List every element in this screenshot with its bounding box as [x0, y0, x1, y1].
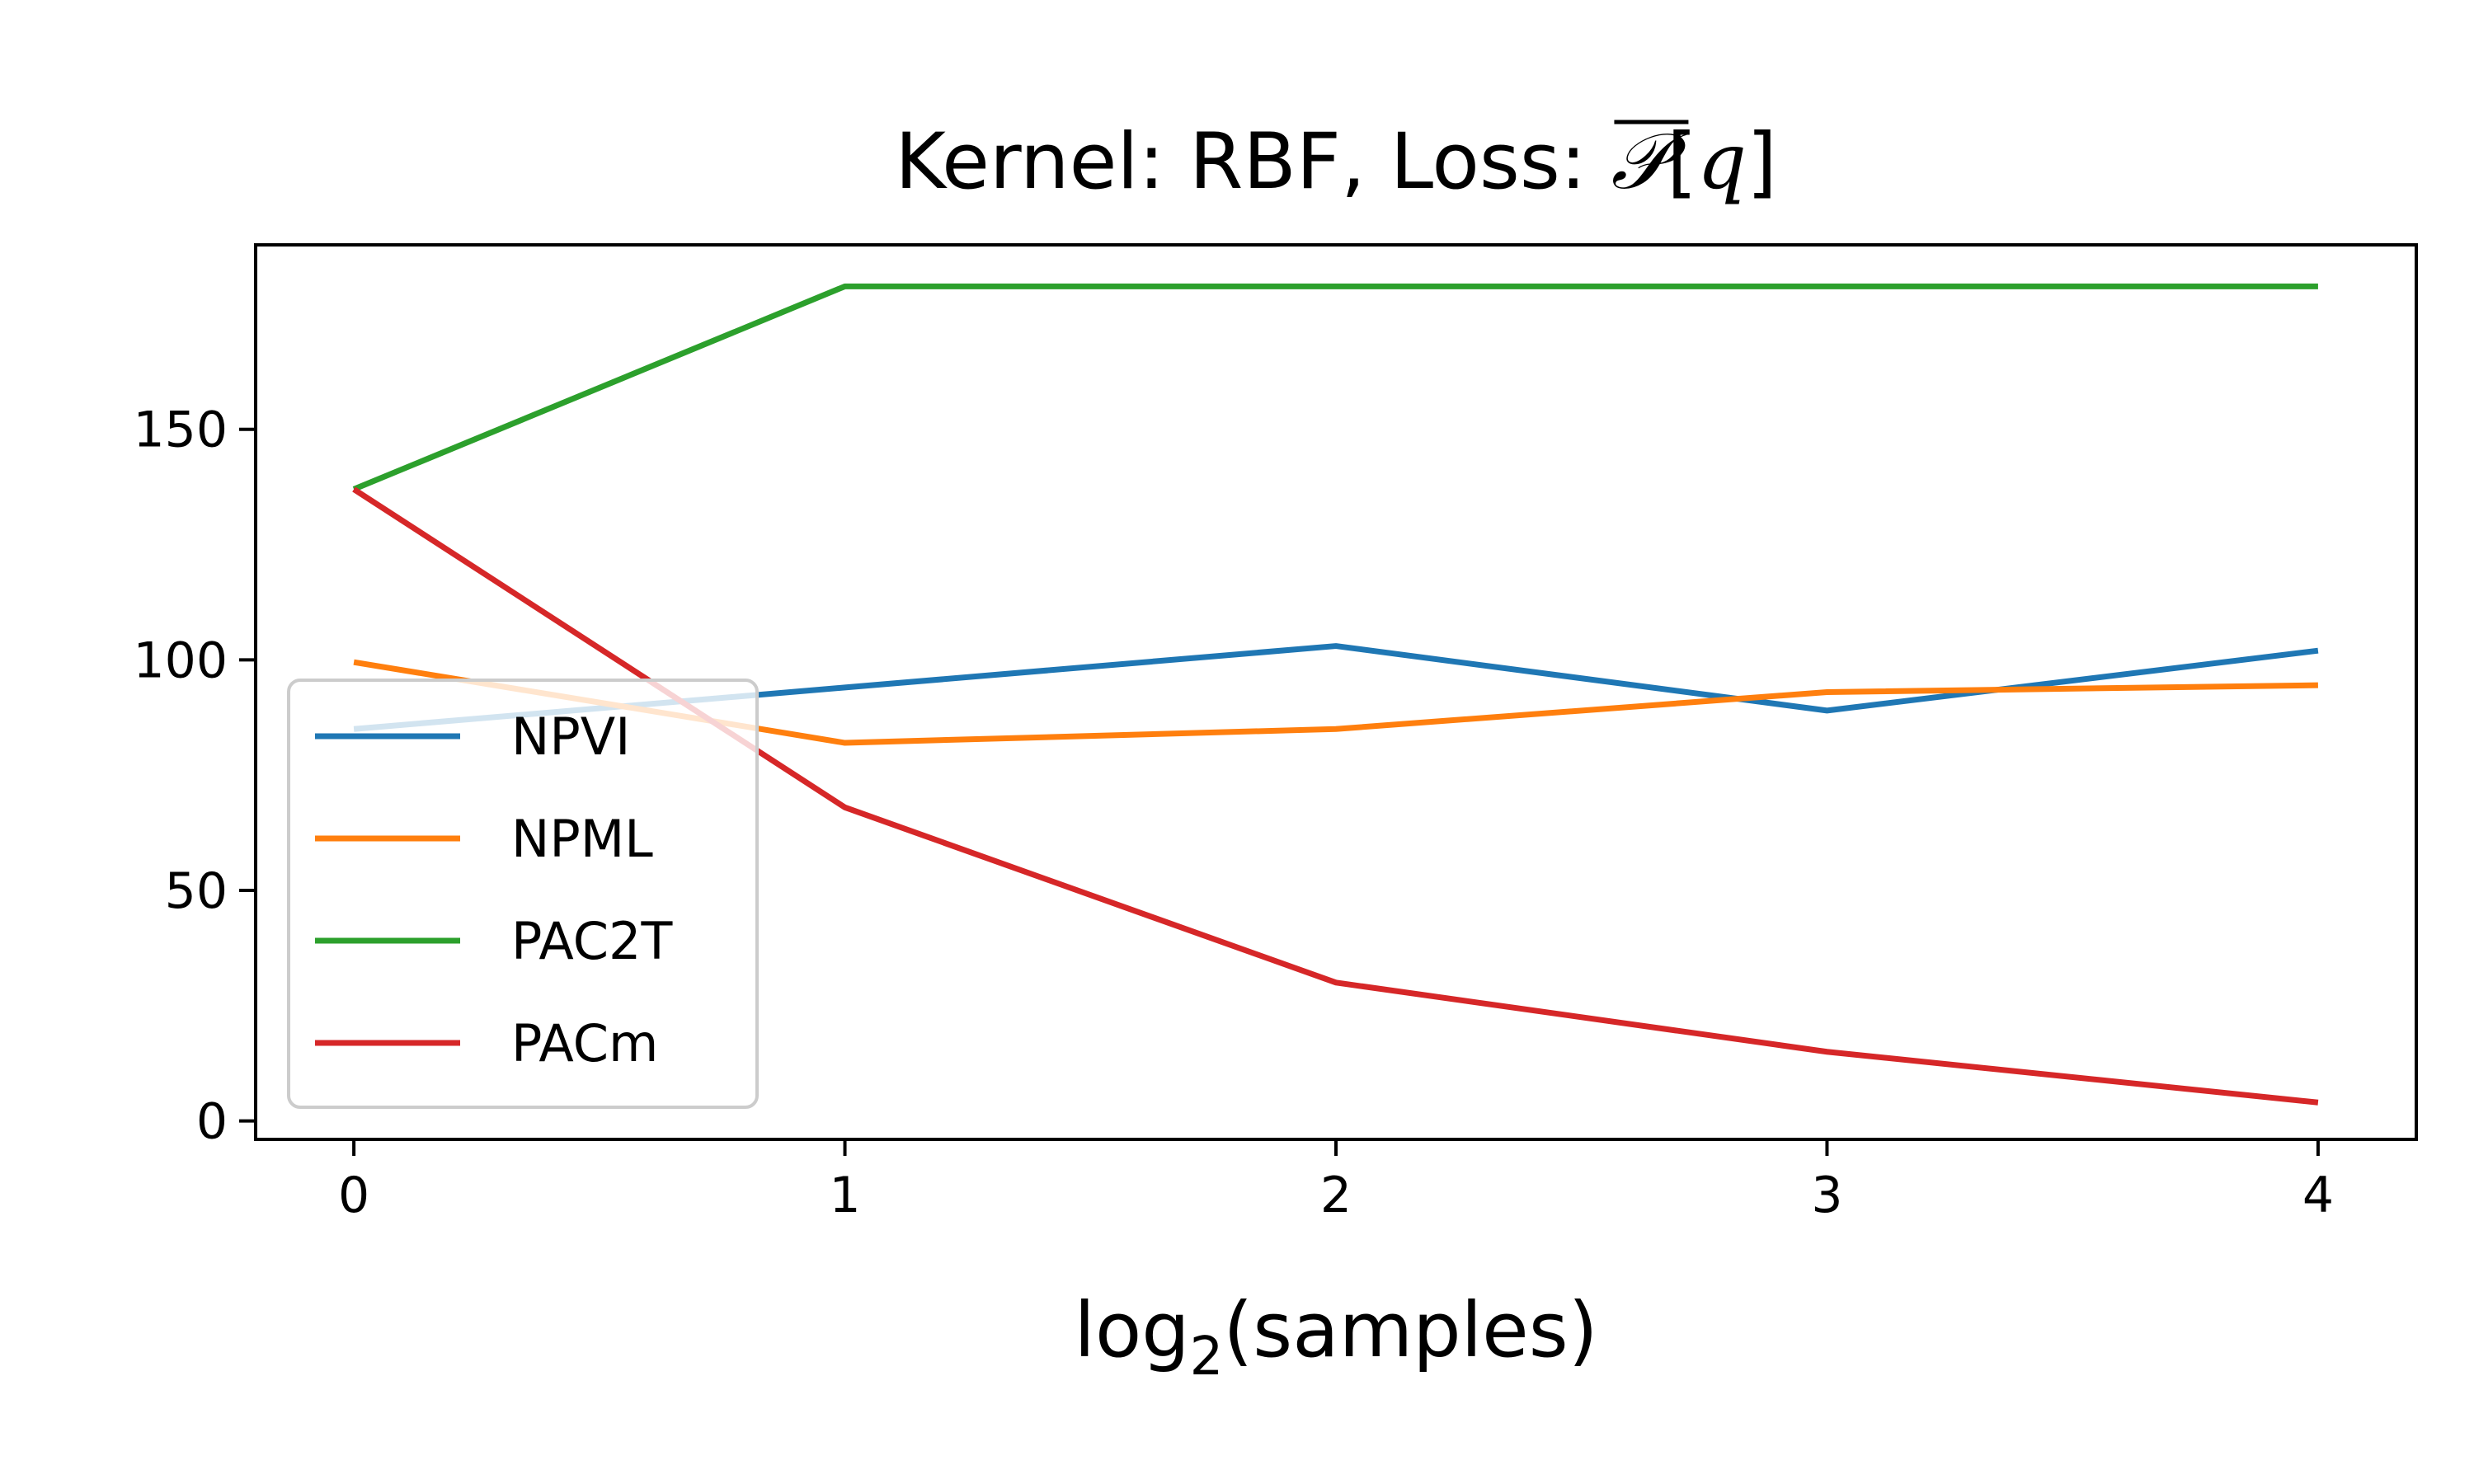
x-tick-label: 2 — [1320, 1167, 1352, 1224]
x-tick-label: 1 — [829, 1167, 860, 1224]
chart-title-bracket-open: [ — [1667, 117, 1697, 207]
x-tick-label: 3 — [1811, 1167, 1842, 1224]
x-axis-ticks: 0 1 2 3 4 — [338, 1139, 2334, 1224]
y-axis-ticks: 0 50 100 150 — [133, 402, 256, 1151]
x-axis-label-rest: (samples) — [1223, 1286, 1597, 1374]
legend-label-npvi: NPVI — [511, 707, 630, 767]
x-axis-label-subscript: 2 — [1190, 1327, 1224, 1388]
x-axis-label: log2(samples) — [1074, 1286, 1597, 1388]
legend: NPVI NPML PAC2T PACm — [287, 679, 759, 1109]
x-tick-label: 0 — [338, 1167, 369, 1224]
x-tick-label: 4 — [2302, 1167, 2334, 1224]
y-tick-label: 50 — [165, 862, 228, 920]
y-tick-label: 0 — [196, 1093, 228, 1151]
y-tick-label: 150 — [133, 402, 228, 459]
y-tick-label: 100 — [133, 632, 228, 689]
x-axis-label-base: log — [1074, 1286, 1189, 1374]
chart-title-bracket-close: ] — [1747, 117, 1777, 207]
chart-title-math-var: q — [1697, 117, 1747, 207]
chart-title-prefix: Kernel: RBF, Loss: — [895, 117, 1611, 207]
series-line-pac2t — [352, 283, 2318, 492]
legend-label-pac2t: PAC2T — [511, 911, 673, 971]
legend-label-npml: NPML — [511, 809, 653, 869]
legend-box — [287, 679, 759, 1109]
legend-label-pacm: PACm — [511, 1013, 658, 1073]
chart-title: Kernel: RBF, Loss: 𝒫[q] — [895, 117, 1777, 207]
